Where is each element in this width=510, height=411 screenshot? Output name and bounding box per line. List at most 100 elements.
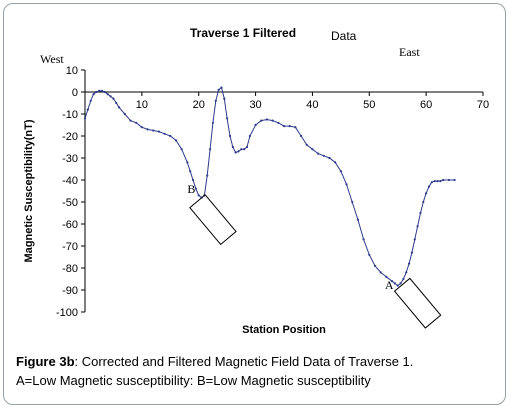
data-point [390,280,394,283]
x-tick-label: 40 [306,99,318,111]
data-point [146,128,149,131]
data-point [157,130,161,133]
data-point [98,89,101,92]
data-point [95,90,98,94]
y-tick-label: -20 [62,131,78,143]
data-point [220,86,223,89]
data-point [410,251,414,254]
x-tick-label: 30 [249,99,261,111]
data-point [399,282,402,285]
data-point [442,178,445,182]
y-tick-label: 10 [66,65,78,77]
data-point [453,178,456,182]
figure-caption: Figure 3b: Corrected and Filtered Magnet… [16,352,496,390]
data-point [217,88,220,91]
data-point [282,125,286,128]
caption-figure-label: Figure 3b [16,354,75,369]
y-tick-label: -90 [62,285,78,297]
caption-line-1: Figure 3b: Corrected and Filtered Magnet… [16,352,496,371]
data-point [393,282,396,285]
data-point [317,152,320,155]
data-point [89,99,92,102]
data-point [186,161,189,164]
data-point [427,185,431,188]
data-point [169,134,172,138]
x-tick-label: 70 [477,99,489,111]
data-point [223,97,226,100]
data-point [240,148,243,151]
y-tick-label: -70 [62,241,78,253]
data-point [433,180,436,183]
chart: 10 0 -10 -20 -30 -40 -50 -60 -70 -80 -90 -100 10 20 30… [23,26,489,336]
series-line-0 [84,86,455,287]
data-point [123,112,126,116]
data-point [385,275,388,278]
data-point [299,134,303,138]
data-point [243,148,246,151]
data-point [396,284,399,287]
data-point [189,170,192,173]
data-point [191,178,195,182]
data-point [118,106,121,109]
data-point [231,145,234,149]
x-tick-label: 50 [363,99,375,111]
y-tick-label: -100 [56,307,78,319]
data-point [197,194,200,197]
annotation-box-b [189,194,237,246]
data-point [351,200,354,204]
y-tick-label: -40 [62,175,78,187]
data-point [447,178,450,182]
data-point [288,125,291,128]
y-tick-label: -30 [62,153,78,165]
data-point [135,121,138,124]
y-tick-label: 0 [72,87,78,99]
data-point [334,161,337,164]
data-point [254,123,257,127]
data-point [163,132,166,135]
data-point [425,192,428,195]
y-tick-label: -80 [62,263,78,275]
annotation-box-a [393,277,442,329]
data-point [265,118,269,121]
data-point [430,181,433,184]
data-point [368,253,371,256]
figure-panel: 10 0 -10 -20 -30 -40 -50 -60 -70 -80 -90 -100 10 20 30… [3,3,506,405]
data-point [234,151,237,154]
data-point [112,97,115,100]
data-point [228,134,232,138]
data-point [248,134,251,138]
data-point [413,238,416,241]
data-point [436,180,439,183]
data-point [106,93,109,96]
chart-title: Traverse 1 Filtered [190,26,296,40]
data-point [277,121,280,124]
data-point [373,264,377,267]
data-point [214,99,217,102]
data-point [86,108,89,111]
data-point [152,129,155,132]
data-point [405,271,408,274]
chart-title-suffix: Data [331,29,357,43]
data-point [180,148,183,151]
data-point [237,150,240,153]
x-tick-label: 60 [420,99,432,111]
data-point [174,139,178,142]
data-point [100,89,104,92]
data-point [356,218,360,221]
data-point [322,154,325,157]
caption-line-2: A=Low Magnetic susceptibility: B=Low Mag… [16,373,371,388]
west-label: West [40,52,64,66]
data-point [245,145,249,149]
y-tick-label: -50 [62,197,78,209]
data-point [83,117,87,120]
data-point [328,156,331,160]
data-point [211,121,215,124]
data-point [109,95,112,98]
caption-text: : Corrected and Filtered Magnetic Field … [74,354,414,369]
data-point [362,238,365,241]
data-point [206,174,209,177]
data-point [339,170,342,173]
data-point [208,148,212,151]
annotation-label-a: A [385,278,394,292]
y-axis-label: Magnetic Susceptibility(nT) [23,119,35,262]
